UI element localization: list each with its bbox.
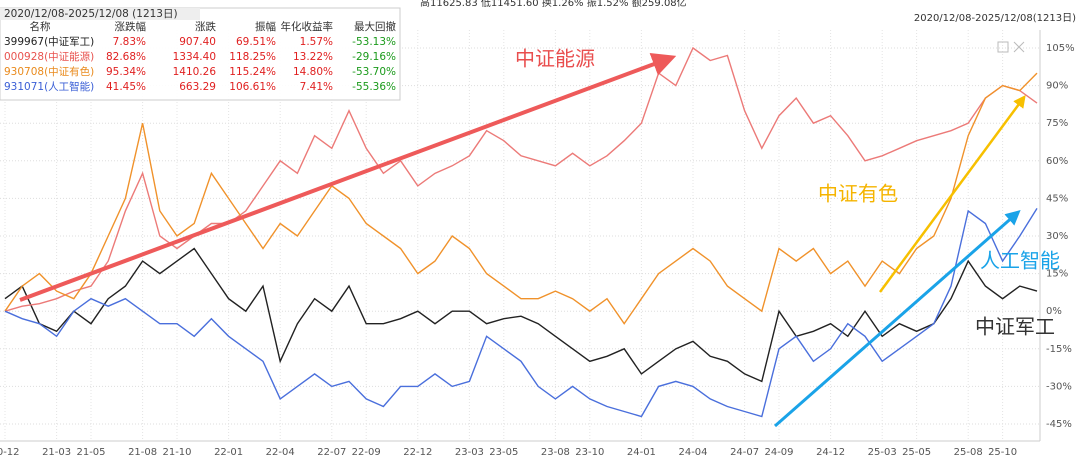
table-cell: 115.24% bbox=[229, 66, 276, 78]
x-tick-label: 20-12 bbox=[0, 447, 20, 458]
table-cell: 82.68% bbox=[106, 51, 146, 63]
series-line bbox=[4, 72, 1038, 325]
annotation: 中证军工 bbox=[975, 315, 1055, 339]
table-cell: 14.80% bbox=[293, 66, 333, 78]
y-tick-label: 45% bbox=[1046, 193, 1068, 204]
x-tick-label: 22-12 bbox=[403, 447, 432, 458]
table-cell: 7.41% bbox=[300, 81, 333, 93]
y-tick-label: 30% bbox=[1046, 231, 1068, 242]
arrow-energy bbox=[19, 52, 677, 302]
table-cell: 106.61% bbox=[229, 81, 276, 93]
x-tick-label: 25-03 bbox=[868, 447, 897, 458]
x-tick-label: 24-09 bbox=[764, 447, 793, 458]
table-title: 2020/12/08-2025/12/08 (1213日) bbox=[4, 8, 178, 20]
table-cell: 930708(中证有色) bbox=[4, 65, 94, 78]
table-cell: 95.34% bbox=[106, 66, 146, 78]
y-tick-label: -30% bbox=[1046, 381, 1072, 392]
close-button[interactable] bbox=[1013, 41, 1025, 53]
x-tick-label: 23-08 bbox=[541, 447, 570, 458]
x-tick-label: 24-04 bbox=[678, 447, 707, 458]
table-header: 振幅 bbox=[255, 20, 276, 33]
x-tick-label: 23-03 bbox=[455, 447, 484, 458]
y-tick-label: 0% bbox=[1046, 306, 1062, 317]
x-tick-label: 24-12 bbox=[816, 447, 845, 458]
table-cell: 69.51% bbox=[236, 36, 276, 48]
table-cell: 000928(中证能源) bbox=[4, 50, 94, 63]
table-header: 年化收益率 bbox=[281, 20, 334, 33]
table-cell: 663.29 bbox=[179, 81, 216, 93]
table-header: 名称 bbox=[30, 20, 51, 33]
lines bbox=[4, 46, 1038, 418]
x-tick-label: 25-05 bbox=[902, 447, 931, 458]
grid: 105% 90% 75% 60% 45% 30% 15% 0% -15% -30% -45% 20-1… bbox=[0, 30, 1075, 458]
table-header: 最大回撤 bbox=[354, 20, 396, 33]
x-tick-label: 23-05 bbox=[489, 447, 518, 458]
x-tick-label: 21-03 bbox=[42, 447, 71, 458]
table-cell: 7.83% bbox=[113, 36, 146, 48]
y-tick-label: -45% bbox=[1046, 419, 1072, 430]
y-tick-label: 15% bbox=[1046, 269, 1068, 280]
table-frame bbox=[0, 7, 401, 101]
table-cell: -29.16% bbox=[352, 51, 396, 63]
x-tick-label: 24-07 bbox=[730, 447, 759, 458]
table-cell: 1410.26 bbox=[173, 66, 217, 78]
table-cell: 1334.40 bbox=[173, 51, 216, 63]
table-cell: -53.70% bbox=[352, 66, 396, 78]
table-cell: 13.22% bbox=[293, 51, 333, 63]
table-cell: 1.57% bbox=[300, 36, 333, 48]
annotation: 人工智能 bbox=[980, 249, 1060, 273]
x-tick-label: 23-10 bbox=[575, 447, 604, 458]
x-tick-label: 22-09 bbox=[352, 447, 381, 458]
x-tick-label: 22-04 bbox=[266, 447, 295, 458]
table-cell: 41.45% bbox=[106, 81, 146, 93]
y-tick-label: 75% bbox=[1046, 118, 1068, 129]
table-header: 涨跌 bbox=[195, 20, 216, 33]
x-tick-label: 22-07 bbox=[317, 447, 346, 458]
x-tick-label: 25-10 bbox=[988, 447, 1017, 458]
table-cell: -55.36% bbox=[352, 81, 396, 93]
info-bar: 高11625.83 低11451.60 换1.26% 振1.52% 额259.0… bbox=[420, 0, 687, 9]
x-tick-label: 21-10 bbox=[162, 447, 191, 458]
table-cell: 907.40 bbox=[179, 36, 216, 48]
table-cell: 399967(中证军工) bbox=[4, 35, 94, 48]
x-tick-label: 21-08 bbox=[128, 447, 157, 458]
x-tick-label: 22-01 bbox=[214, 447, 243, 458]
window-button[interactable] bbox=[997, 41, 1009, 53]
table-title-bg bbox=[0, 8, 200, 20]
y-tick-label: -15% bbox=[1046, 344, 1072, 355]
y-tick-label: 90% bbox=[1046, 81, 1068, 92]
y-tick-label: 60% bbox=[1046, 156, 1068, 167]
table-cell: -53.13% bbox=[352, 36, 396, 48]
range-label: 2020/12/08-2025/12/08(1213日) bbox=[914, 13, 1076, 24]
series-line bbox=[4, 208, 1038, 418]
arrow-metals bbox=[878, 94, 1026, 293]
arrow-ai bbox=[774, 210, 1021, 428]
table-header: 涨跌幅 bbox=[115, 20, 147, 33]
table-cell: 118.25% bbox=[229, 51, 276, 63]
x-tick-label: 21-05 bbox=[76, 447, 105, 458]
table-cell: 931071(人工智能) bbox=[4, 80, 94, 93]
x-tick-label: 25-08 bbox=[954, 447, 983, 458]
annotation: 中证有色 bbox=[818, 182, 898, 206]
annotation: 中证能源 bbox=[515, 47, 595, 71]
x-tick-label: 24-01 bbox=[627, 447, 656, 458]
summary-table: 2020/12/08-2025/12/08 (1213日) 名称 涨跌幅 涨跌 振幅年… bbox=[0, 7, 401, 101]
series-line bbox=[4, 247, 1038, 383]
y-tick-label: 105% bbox=[1046, 43, 1075, 54]
series-line bbox=[4, 46, 1038, 312]
